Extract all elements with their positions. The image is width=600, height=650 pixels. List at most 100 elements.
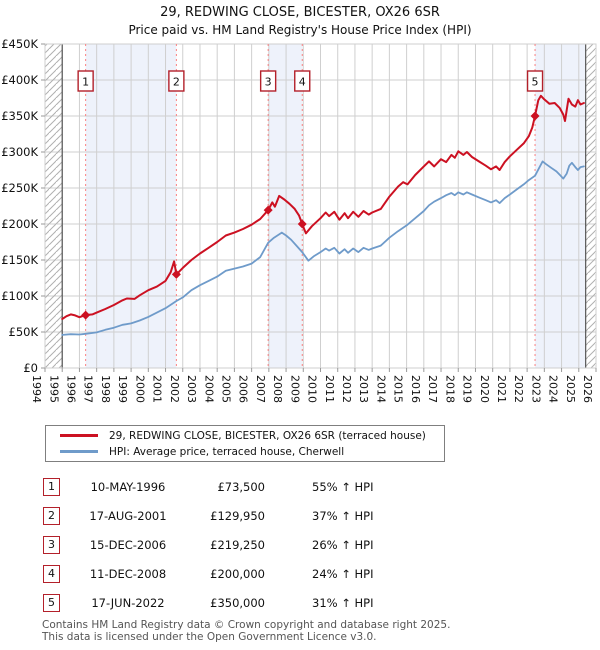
transaction-hpi-delta: 31% ↑ HPI — [312, 596, 374, 610]
transaction-price: £219,250 — [210, 538, 265, 552]
sale-marker-box — [168, 70, 185, 92]
transaction-row: 5 17-JUN-2022 £350,000 31% ↑ HPI — [0, 594, 600, 616]
legend-line-swatch — [60, 434, 98, 437]
x-tick-label: 1996 — [65, 375, 78, 403]
x-tick-label: 2023 — [529, 375, 542, 403]
property-price-line — [61, 94, 585, 320]
transaction-row: 4 11-DEC-2008 £200,000 24% ↑ HPI — [0, 565, 600, 587]
y-tick-label: £50K — [9, 325, 39, 339]
chart-legend: 29, REDWING CLOSE, BICESTER, OX26 6SR (t… — [45, 425, 445, 462]
transaction-hpi-delta: 26% ↑ HPI — [312, 538, 374, 552]
x-tick-label: 2020 — [478, 375, 491, 403]
y-tick-label: £100K — [1, 289, 38, 303]
x-tick-label: 2014 — [374, 375, 387, 403]
transaction-number-badge: 1 — [43, 478, 60, 496]
ownership-band — [535, 44, 586, 368]
legend-label: 29, REDWING CLOSE, BICESTER, OX26 6SR (t… — [109, 429, 426, 442]
x-tick-label: 1995 — [47, 375, 60, 403]
x-tick-label: 1999 — [116, 375, 129, 403]
sale-marker-number: 3 — [265, 76, 272, 89]
sale-marker-box — [77, 70, 94, 92]
transaction-date: 17-AUG-2001 — [89, 509, 167, 523]
x-tick-label: 2017 — [426, 375, 439, 403]
transaction-row: 3 15-DEC-2006 £219,250 26% ↑ HPI — [0, 536, 600, 558]
y-tick-label: £0 — [23, 361, 38, 375]
transaction-number-badge: 3 — [43, 536, 60, 554]
sale-marker-diamond — [297, 219, 307, 229]
transaction-hpi-delta: 24% ↑ HPI — [312, 567, 374, 581]
transaction-date: 11-DEC-2008 — [89, 567, 167, 581]
x-tick-label: 2024 — [547, 375, 560, 403]
sale-marker-number: 4 — [299, 76, 306, 89]
x-tick-label: 2001 — [151, 375, 164, 403]
x-tick-label: 2011 — [323, 375, 336, 403]
transaction-date: 15-DEC-2006 — [89, 538, 167, 552]
x-tick-label: 2006 — [237, 375, 250, 403]
transaction-row: 1 10-MAY-1996 £73,500 55% ↑ HPI — [0, 478, 600, 500]
x-tick-label: 2010 — [306, 375, 319, 403]
sale-marker-number: 2 — [173, 76, 180, 89]
transaction-date: 10-MAY-1996 — [90, 480, 166, 494]
sale-marker-number: 5 — [532, 76, 539, 89]
x-tick-label: 2003 — [185, 375, 198, 403]
page-subtitle: Price paid vs. HM Land Registry's House … — [128, 23, 472, 37]
y-tick-label: £200K — [1, 217, 38, 231]
y-tick-label: £450K — [1, 37, 38, 51]
transaction-number-badge: 4 — [43, 565, 60, 583]
x-tick-label: 1997 — [82, 375, 95, 403]
x-tick-label: 2021 — [495, 375, 508, 403]
x-tick-label: 2005 — [219, 375, 232, 403]
x-tick-label: 2002 — [168, 375, 181, 403]
y-tick-label: £250K — [1, 181, 38, 195]
legend-label: HPI: Average price, terraced house, Cher… — [109, 445, 345, 458]
price-history-chart: £0 £50K £100K £150K £200K £250K £300K £350K £400… — [1, 37, 597, 403]
x-tick-label: 2013 — [357, 375, 370, 403]
x-tick-label: 2025 — [564, 375, 577, 403]
x-tick-label: 2026 — [581, 375, 594, 403]
sale-marker-box — [526, 70, 544, 92]
ownership-band — [268, 44, 303, 368]
no-data-hatch-right — [585, 44, 596, 368]
y-tick-label: £350K — [1, 109, 38, 123]
transaction-row: 2 17-AUG-2001 £129,950 37% ↑ HPI — [0, 507, 600, 529]
x-tick-label: 2019 — [461, 375, 474, 403]
x-tick-label: 2007 — [254, 375, 267, 403]
x-tick-label: 2016 — [409, 375, 422, 403]
footer-line-2: This data is licensed under the Open Gov… — [42, 631, 377, 644]
transaction-price: £73,500 — [217, 480, 265, 494]
y-tick-label: £400K — [1, 73, 38, 87]
page-title: 29, REDWING CLOSE, BICESTER, OX26 6SR — [160, 5, 440, 20]
x-tick-label: 2018 — [443, 375, 456, 403]
x-tick-label: 2008 — [271, 375, 284, 403]
legend-line-swatch — [60, 450, 98, 453]
transaction-price: £350,000 — [210, 596, 265, 610]
hpi-line — [61, 160, 585, 336]
transaction-price: £200,000 — [210, 567, 265, 581]
x-tick-label: 2015 — [392, 375, 405, 403]
x-tick-label: 2012 — [340, 375, 353, 403]
y-tick-label: £150K — [1, 253, 38, 267]
sale-marker-diamond — [171, 269, 181, 279]
x-tick-label: 2000 — [133, 375, 146, 403]
footer-line-1: Contains HM Land Registry data © Crown c… — [42, 619, 451, 631]
sale-marker-number: 1 — [82, 76, 89, 89]
transaction-number-badge: 5 — [43, 594, 60, 612]
sale-marker-diamond — [530, 111, 540, 121]
transaction-number-badge: 2 — [43, 507, 60, 525]
x-tick-label: 2009 — [288, 375, 301, 403]
x-tick-label: 1998 — [99, 375, 112, 403]
x-tick-label: 2022 — [512, 375, 525, 403]
transaction-date: 17-JUN-2022 — [91, 596, 165, 610]
y-tick-label: £300K — [1, 145, 38, 159]
transaction-price: £129,950 — [210, 509, 265, 523]
sale-marker-diamond — [263, 205, 273, 215]
transaction-hpi-delta: 55% ↑ HPI — [312, 480, 374, 494]
x-tick-label: 1994 — [30, 375, 43, 403]
legend-row: HPI: Average price, terraced house, Cher… — [46, 444, 444, 460]
legend-row: 29, REDWING CLOSE, BICESTER, OX26 6SR (t… — [46, 428, 444, 444]
sale-marker-box — [259, 70, 277, 92]
sale-marker-diamond — [81, 310, 91, 320]
sale-marker-box — [294, 70, 311, 92]
no-data-hatch-left — [45, 44, 63, 368]
